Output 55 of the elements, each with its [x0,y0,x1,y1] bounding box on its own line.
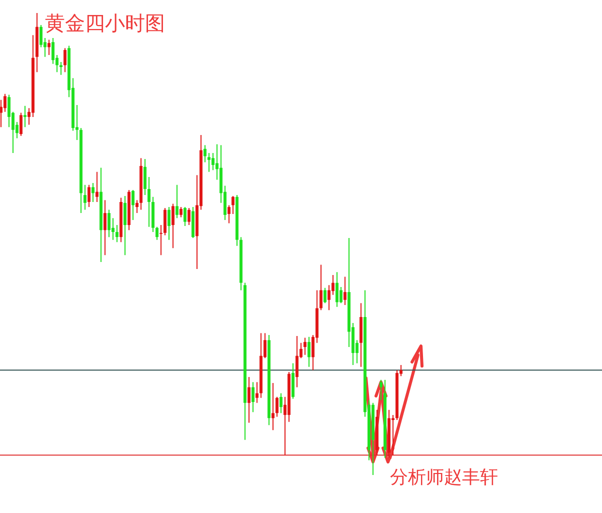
candlestick [280,392,282,414]
candlestick [208,152,210,172]
candlestick [8,94,10,128]
candlestick [136,200,138,214]
candlestick [324,287,326,304]
candlestick [320,264,322,311]
candlestick [116,224,118,243]
candlestick [132,189,134,220]
candlestick [248,376,250,424]
candlestick [212,152,214,171]
candlestick [296,335,298,388]
candlestick [276,396,278,418]
candlestick [160,224,162,256]
candlestick [124,195,126,256]
candlestick [336,272,338,308]
candlestick [168,206,170,240]
candlestick [144,158,146,196]
candlestick [96,171,98,202]
candlestick [40,24,42,48]
candlestick [156,226,158,240]
candlestick [64,48,66,73]
candlestick [108,209,110,238]
candlestick [256,382,258,404]
candlestick [188,207,190,226]
candlestick [328,284,330,311]
candlestick [180,206,182,218]
candlestick [272,382,274,431]
candlestick [380,379,382,401]
candlestick [204,144,206,163]
annotation: 分析师赵丰轩 [390,467,498,488]
candlestick [48,39,50,56]
candlestick [184,206,186,226]
candlestick [0,99,2,128]
candlestick [252,382,254,413]
candlestick [148,176,150,228]
candlestick [304,337,306,356]
candlestick [308,336,310,368]
candlestick [20,112,22,136]
candlestick [228,204,230,224]
candlestick [344,276,346,306]
candlestick [88,184,90,208]
candlestick [104,200,106,256]
candlestick [172,203,174,249]
candlestick [92,182,94,202]
candlestick [340,286,342,304]
candlestick [232,195,234,214]
candlestick [24,105,26,128]
candlestick [4,93,6,112]
candlestick [60,61,62,76]
candlestick [176,184,178,219]
candlestick [164,207,166,236]
chart-title: 黄金四小时图 [45,11,165,35]
candlestick [52,37,54,64]
candlestick [392,414,394,456]
candlestick [84,184,86,210]
